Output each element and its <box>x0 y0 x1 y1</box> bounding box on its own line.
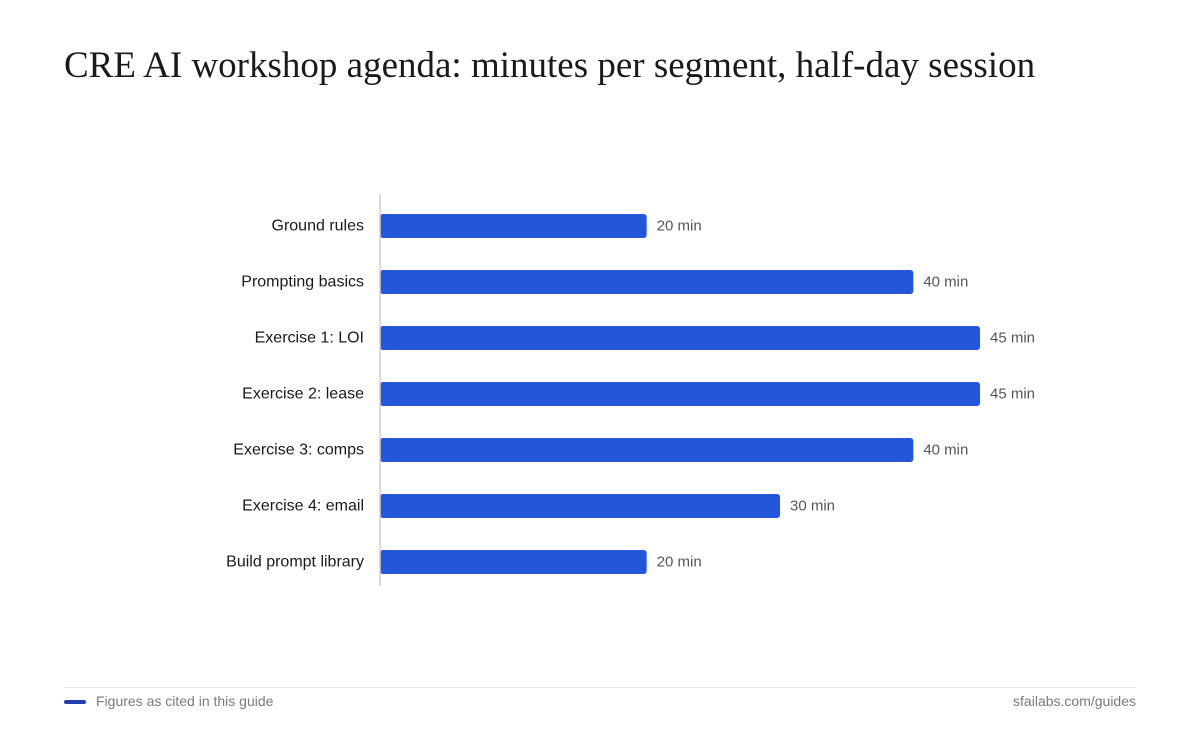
value-label: 40 min <box>923 442 968 459</box>
category-label: Build prompt library <box>226 554 364 571</box>
bar <box>380 214 647 238</box>
footer-divider <box>64 687 1136 688</box>
footer-source: sfailabs.com/guides <box>1013 693 1136 709</box>
value-label: 45 min <box>990 386 1035 403</box>
category-label: Exercise 4: email <box>242 498 364 515</box>
category-label: Exercise 2: lease <box>242 386 364 403</box>
bar <box>380 494 780 518</box>
footer-legend-swatch <box>64 700 86 704</box>
value-label: 20 min <box>657 218 702 235</box>
bar <box>380 326 980 350</box>
category-label: Prompting basics <box>241 274 364 291</box>
bar <box>380 550 647 574</box>
bar <box>380 270 914 294</box>
value-label: 40 min <box>923 274 968 291</box>
value-label: 45 min <box>990 330 1035 347</box>
category-label: Ground rules <box>272 218 365 235</box>
category-label: Exercise 3: comps <box>233 442 364 459</box>
chart-title: CRE AI workshop agenda: minutes per segm… <box>64 45 1036 86</box>
value-label: 20 min <box>657 554 702 571</box>
value-label: 30 min <box>790 498 835 515</box>
category-label: Exercise 1: LOI <box>255 330 364 347</box>
bar <box>380 382 980 406</box>
bar <box>380 438 914 462</box>
footer-note: Figures as cited in this guide <box>96 693 274 709</box>
